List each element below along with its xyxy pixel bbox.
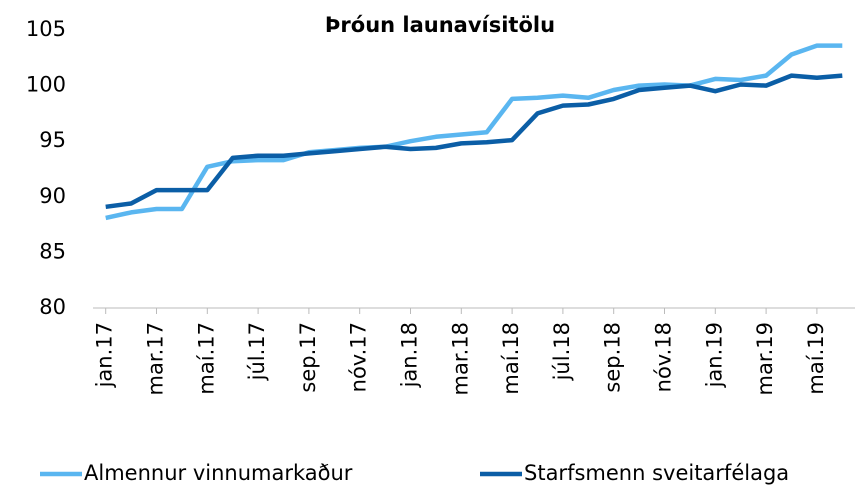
x-tick-label: mar.18 xyxy=(448,322,472,395)
x-tick-label: nóv.17 xyxy=(347,322,371,392)
x-tick-label: jan.19 xyxy=(702,322,726,388)
x-tick-label: júl.17 xyxy=(245,322,269,381)
x-tick-label: jan.18 xyxy=(398,322,422,388)
x-tick-label: maí.18 xyxy=(499,322,523,395)
x-tick-label: maí.17 xyxy=(194,322,218,395)
y-tick-label: 85 xyxy=(39,239,66,263)
x-tick-label: maí.19 xyxy=(804,322,828,395)
x-tick-label: jan.17 xyxy=(93,322,117,388)
series-line xyxy=(105,43,843,221)
y-tick-label: 80 xyxy=(39,295,66,319)
x-tick-label: mar.17 xyxy=(144,322,168,395)
y-tick-label: 105 xyxy=(26,17,66,41)
y-tick-label: 90 xyxy=(39,184,66,208)
x-tick-label: júl.18 xyxy=(550,322,574,381)
legend-label: Starfsmenn sveitarfélaga xyxy=(524,461,789,485)
y-tick-label: 95 xyxy=(39,128,66,152)
chart-title: Þróun launavísitölu xyxy=(325,13,555,37)
series-line xyxy=(105,73,843,210)
y-tick-label: 100 xyxy=(26,73,66,97)
legend-label: Almennur vinnumarkaður xyxy=(84,461,353,485)
x-tick-label: mar.19 xyxy=(753,322,777,395)
x-tick-label: sep.18 xyxy=(601,322,625,393)
x-tick-label: sep.17 xyxy=(296,322,320,393)
x-tick-label: nóv.18 xyxy=(652,322,676,392)
